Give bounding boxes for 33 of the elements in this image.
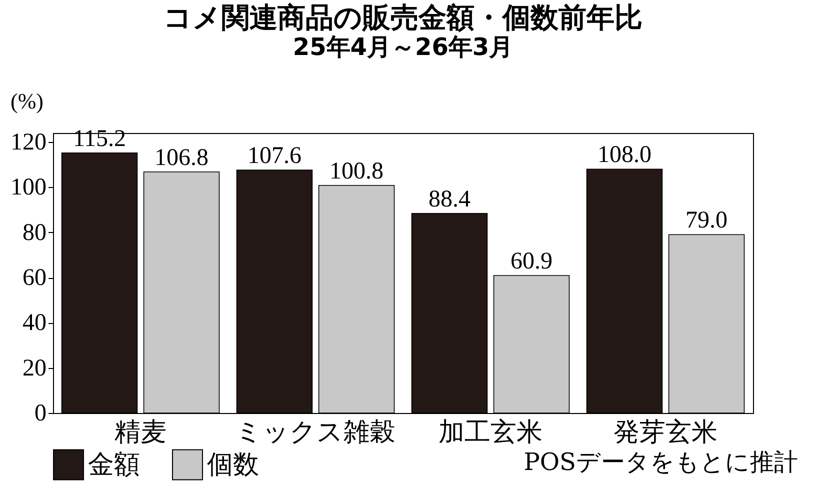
- y-tick-label: 80: [22, 220, 46, 246]
- data-label: 60.9: [510, 248, 553, 274]
- bar: [318, 184, 395, 414]
- data-label: 100.8: [330, 158, 384, 184]
- bar: [586, 168, 663, 414]
- x-tick-label: 精麦: [114, 418, 166, 448]
- bar: [236, 170, 313, 414]
- data-label: 115.2: [72, 126, 126, 152]
- y-axis-title: (%): [10, 88, 44, 114]
- data-label: 108.0: [597, 142, 652, 168]
- y-tick-label: 120: [10, 130, 46, 156]
- chart-subtitle: 25年4月～26年3月: [292, 33, 514, 61]
- text: POSデータをもとに推計: [524, 447, 798, 478]
- data-label: 106.8: [154, 144, 209, 171]
- chart-title: コメ関連商品の販売金額・個数前年比: [164, 1, 642, 34]
- legend-label: 金額: [88, 450, 140, 480]
- data-label: 79.0: [686, 208, 728, 234]
- data-label: 88.4: [428, 186, 470, 212]
- data-label: 107.6: [247, 143, 302, 170]
- y-tick-label: 20: [22, 355, 46, 382]
- bar: [61, 152, 138, 414]
- bar: [493, 275, 570, 414]
- bar: [143, 171, 220, 414]
- y-tick-label: 60: [22, 265, 46, 292]
- y-tick-label: 40: [22, 310, 46, 336]
- x-tick-label: ミックス雑穀: [236, 418, 396, 448]
- bar: [668, 234, 745, 414]
- x-tick-label: 発芽玄米: [614, 418, 718, 448]
- bar: [411, 212, 488, 414]
- y-tick-label: 100: [10, 174, 46, 201]
- y-tick-label: 0: [34, 400, 46, 426]
- x-tick-label: 加工玄米: [438, 418, 542, 448]
- legend-label: 個数: [207, 450, 259, 480]
